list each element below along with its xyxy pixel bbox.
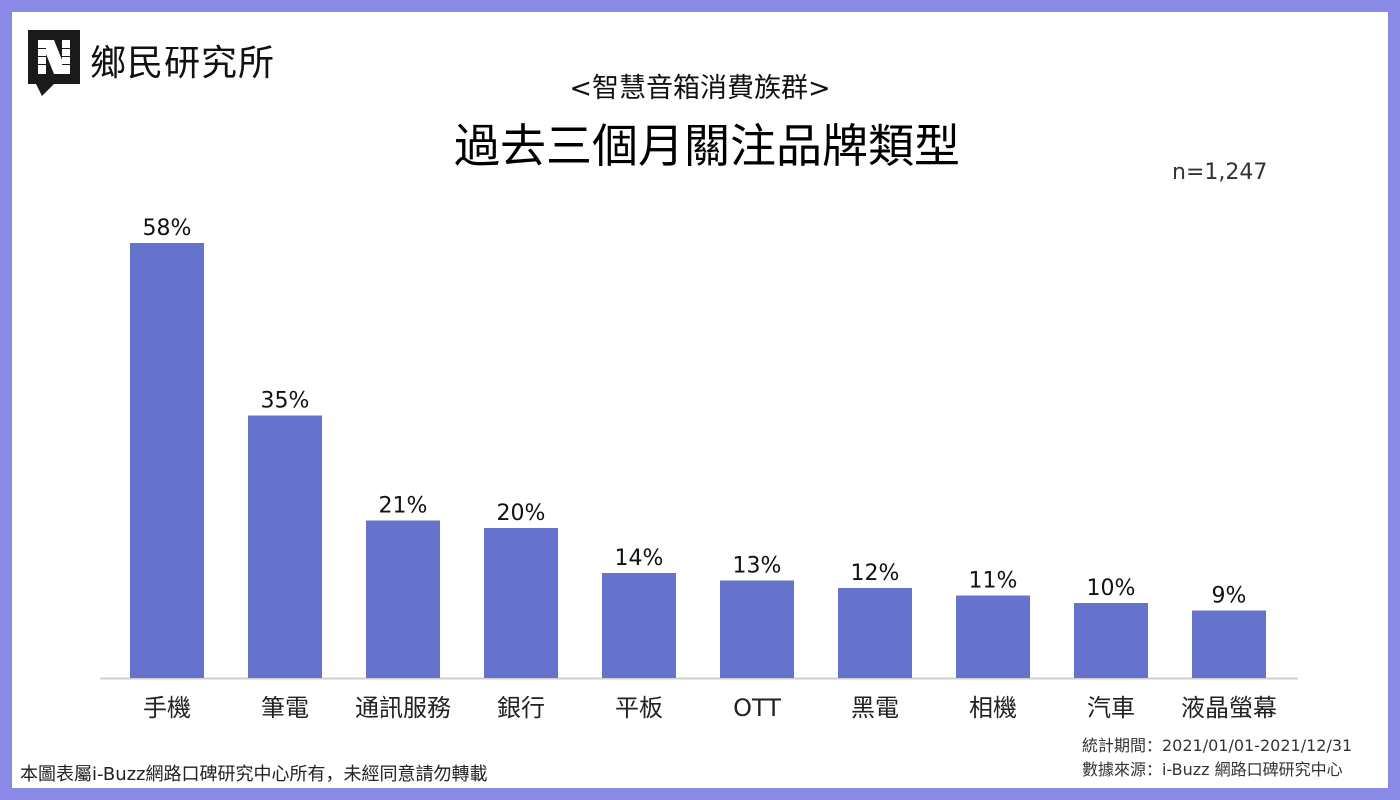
bar-2	[366, 520, 440, 678]
bar-0	[130, 243, 204, 678]
bar-7	[956, 595, 1030, 678]
source-note: 統計期間：2021/01/01-2021/12/31 數據來源：i-Buzz 網…	[1082, 734, 1352, 782]
category-label-5: OTT	[733, 694, 781, 722]
data-label-4: 14%	[615, 546, 664, 571]
logo-text: 鄉民研究所	[90, 43, 276, 84]
data-label-0: 58%	[143, 216, 192, 241]
bar-8	[1074, 603, 1148, 678]
data-source: 數據來源：i-Buzz 網路口碑研究中心	[1082, 760, 1343, 779]
data-label-7: 11%	[969, 569, 1018, 594]
copyright-note: 本圖表屬i-Buzz網路口碑研究中心所有，未經同意請勿轉載	[20, 764, 488, 785]
bar-1	[248, 415, 322, 678]
n-speech-bubble-icon	[28, 30, 80, 96]
category-label-3: 銀行	[497, 694, 545, 722]
data-label-2: 21%	[379, 494, 428, 519]
chart-subtitle: <智慧音箱消費族群>	[569, 73, 831, 104]
category-label-9: 液晶螢幕	[1181, 694, 1277, 722]
data-label-6: 12%	[851, 561, 900, 586]
category-label-4: 平板	[615, 694, 663, 722]
category-label-7: 相機	[969, 694, 1017, 722]
category-label-8: 汽車	[1087, 694, 1135, 722]
data-label-9: 9%	[1212, 584, 1247, 609]
chart-title: 過去三個月關注品牌類型	[454, 119, 960, 173]
logo: 鄉民研究所	[28, 30, 278, 106]
bar-5	[720, 580, 794, 678]
sample-size: n=1,247	[1172, 160, 1268, 185]
bar-9	[1192, 610, 1266, 678]
data-label-8: 10%	[1087, 576, 1136, 601]
bar-chart: 58% 手機 35% 筆電 21% 通訊服務 20% 銀行 14% 平板 13% OTT 12% 黑電 11…	[100, 216, 1298, 722]
chart-canvas: 鄉民研究所 <智慧音箱消費族群> 過去三個月關注品牌類型 n=1,247 58%…	[12, 12, 1388, 788]
category-label-0: 手機	[143, 694, 191, 722]
category-label-2: 通訊服務	[355, 694, 451, 722]
bar-6	[838, 588, 912, 678]
data-label-1: 35%	[261, 389, 310, 414]
data-label-5: 13%	[733, 554, 782, 579]
bar-3	[484, 528, 558, 678]
data-label-3: 20%	[497, 501, 546, 526]
statistics-period: 統計期間：2021/01/01-2021/12/31	[1082, 736, 1353, 755]
bar-4	[602, 573, 676, 678]
category-label-6: 黑電	[851, 694, 899, 722]
category-label-1: 筆電	[261, 694, 309, 722]
